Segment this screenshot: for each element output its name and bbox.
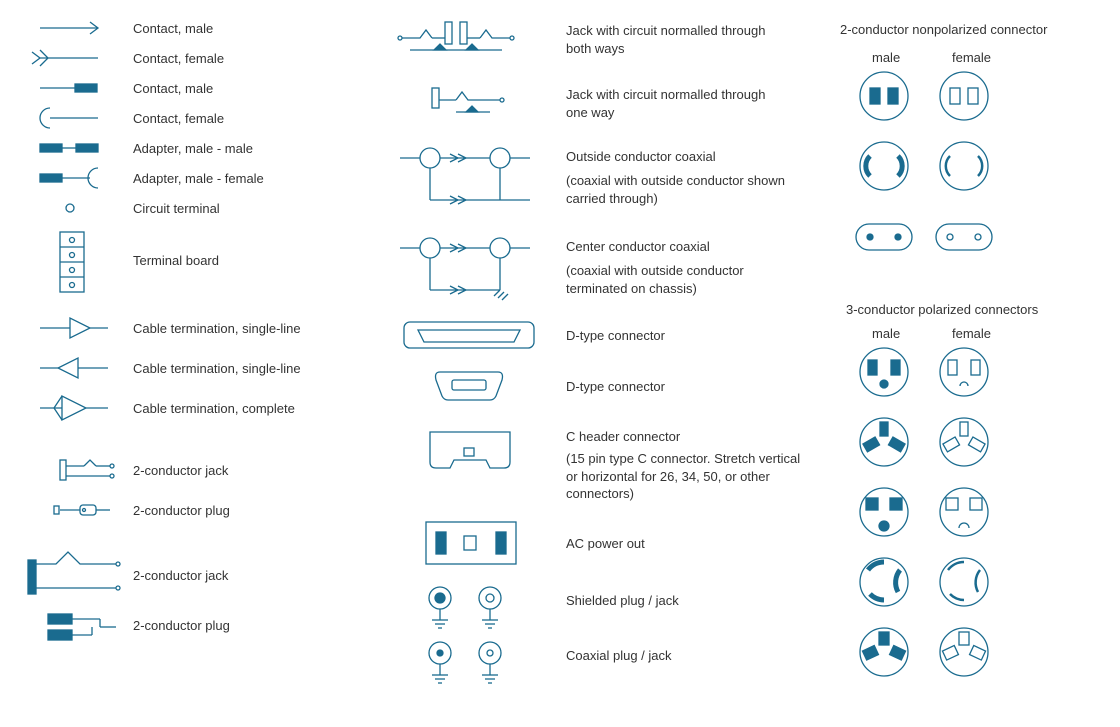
- lbl-cheader: C header connector: [566, 428, 680, 446]
- lbl-dtype-2: D-type connector: [566, 378, 665, 396]
- lbl-cable-term-complete: Cable termination, complete: [133, 400, 295, 418]
- lbl-contact-male-1: Contact, male: [133, 20, 213, 38]
- lbl-adapter-mf: Adapter, male - female: [133, 170, 264, 188]
- lbl-cable-term-2: Cable termination, single-line: [133, 360, 301, 378]
- hdr-female-2: female: [952, 326, 991, 341]
- hdr-female-1: female: [952, 50, 991, 65]
- lbl-shielded: Shielded plug / jack: [566, 592, 679, 610]
- hdr-3cond: 3-conductor polarized connectors: [846, 302, 1038, 317]
- col3-symbols-bottom: [840, 346, 1040, 726]
- lbl-dtype-1: D-type connector: [566, 327, 665, 345]
- lbl-2c-jack-2: 2-conductor jack: [133, 567, 228, 585]
- col1-symbols: [20, 0, 140, 727]
- lbl-circuit-terminal: Circuit terminal: [133, 200, 220, 218]
- lbl-terminal-board: Terminal board: [133, 252, 219, 270]
- col2-symbols: [390, 0, 560, 727]
- lbl-2c-jack-1: 2-conductor jack: [133, 462, 228, 480]
- lbl-outside-coax: Outside conductor coaxial: [566, 148, 716, 166]
- lbl-contact-male-2: Contact, male: [133, 80, 213, 98]
- hdr-male-1: male: [872, 50, 900, 65]
- lbl-ac-power: AC power out: [566, 535, 645, 553]
- lbl-jack-one: Jack with circuit normalled through one …: [566, 86, 776, 121]
- lbl-contact-female-2: Contact, female: [133, 110, 224, 128]
- col3-symbols-top: [840, 70, 1040, 280]
- lbl-coaxial-plug: Coaxial plug / jack: [566, 647, 672, 665]
- symbol-legend: Contact, male Contact, female Contact, m…: [0, 0, 1120, 727]
- lbl-cheader-sub: (15 pin type C connector. Stretch vertic…: [566, 450, 806, 503]
- hdr-male-2: male: [872, 326, 900, 341]
- lbl-cable-term-1: Cable termination, single-line: [133, 320, 301, 338]
- lbl-adapter-mm: Adapter, male - male: [133, 140, 253, 158]
- lbl-contact-female-1: Contact, female: [133, 50, 224, 68]
- lbl-center-coax-sub: (coaxial with outside conductor terminat…: [566, 262, 806, 297]
- lbl-jack-both: Jack with circuit normalled through both…: [566, 22, 776, 57]
- lbl-2c-plug-1: 2-conductor plug: [133, 502, 230, 520]
- lbl-2c-plug-2: 2-conductor plug: [133, 617, 230, 635]
- lbl-outside-coax-sub: (coaxial with outside conductor shown ca…: [566, 172, 806, 207]
- hdr-2cond: 2-conductor nonpolarized connector: [840, 22, 1047, 37]
- lbl-center-coax: Center conductor coaxial: [566, 238, 710, 256]
